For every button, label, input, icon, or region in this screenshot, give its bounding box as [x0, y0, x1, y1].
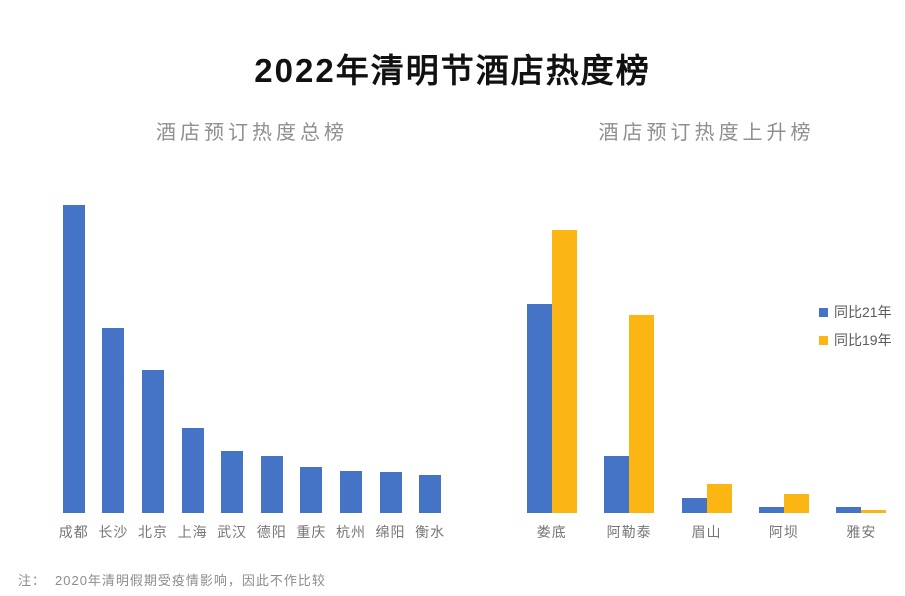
page-title: 2022年清明节酒店热度榜 [254, 52, 651, 89]
chart-total-ranking-plot [54, 205, 450, 513]
legend-swatch-icon [819, 307, 828, 317]
legend-item-同比19年: 同比19年 [819, 330, 892, 350]
chart-rising-ranking-title: 酒店预订热度上升榜 [598, 122, 815, 144]
bar-阿勒泰-同比19年 [629, 314, 655, 513]
bar-group-重庆 [292, 205, 332, 513]
bar-group-绵阳 [371, 205, 411, 513]
bar-雅安-同比21年 [836, 506, 862, 513]
chart-total-ranking-title: 酒店预订热度总榜 [156, 122, 348, 144]
bar-group-德阳 [252, 205, 292, 513]
x-axis-label-阿勒泰: 阿勒泰 [606, 524, 652, 540]
x-axis-label-雅安: 雅安 [846, 524, 877, 540]
legend-label: 同比21年 [834, 304, 892, 320]
bar-group-衡水 [410, 205, 450, 513]
bar-娄底-同比19年 [551, 230, 577, 513]
bar-长沙-酒店预订热度 [102, 328, 125, 513]
bar-上海-酒店预订热度 [181, 428, 204, 513]
bar-成都-酒店预订热度 [62, 205, 85, 513]
bar-group-长沙 [94, 205, 134, 513]
footnote: 注： 2020年清明假期受疫情影响，因此不作比较 [18, 570, 326, 589]
legend-swatch-icon [819, 335, 828, 345]
legend: 同比21年同比19年 [819, 302, 892, 350]
bar-武汉-酒店预订热度 [221, 451, 244, 513]
bar-group-眉山 [668, 230, 745, 513]
bar-group-北京 [133, 205, 173, 513]
bar-group-雅安 [823, 230, 900, 513]
x-axis-label-衡水: 衡水 [415, 524, 446, 540]
bar-group-杭州 [331, 205, 371, 513]
x-axis-label-上海: 上海 [177, 524, 208, 540]
bar-眉山-同比21年 [681, 498, 707, 513]
bar-group-娄底 [513, 230, 590, 513]
chart-rising-ranking-plot [513, 230, 900, 513]
x-axis-label-北京: 北京 [137, 524, 168, 540]
footnote-prefix: 注： [18, 573, 47, 588]
x-axis-label-重庆: 重庆 [296, 524, 327, 540]
bar-group-阿勒泰 [590, 230, 667, 513]
x-axis-label-成都: 成都 [58, 524, 89, 540]
x-axis-label-绵阳: 绵阳 [375, 524, 406, 540]
bar-德阳-酒店预订热度 [260, 456, 283, 513]
bar-杭州-酒店预订热度 [339, 471, 362, 513]
bar-衡水-酒店预订热度 [419, 475, 442, 513]
bar-娄底-同比21年 [526, 303, 552, 513]
legend-item-同比21年: 同比21年 [819, 302, 892, 322]
bar-group-武汉 [212, 205, 252, 513]
bar-group-成都 [54, 205, 94, 513]
legend-label: 同比19年 [834, 332, 892, 348]
bar-雅安-同比19年 [861, 509, 887, 513]
bar-阿勒泰-同比21年 [604, 456, 630, 513]
bar-北京-酒店预订热度 [141, 369, 164, 513]
bar-重庆-酒店预订热度 [300, 466, 323, 513]
x-axis-label-长沙: 长沙 [98, 524, 129, 540]
x-axis-label-眉山: 眉山 [691, 524, 722, 540]
chart-rising-ranking-x-axis: 娄底 阿勒泰 眉山 阿坝 雅安 [513, 522, 900, 542]
x-axis-label-德阳: 德阳 [256, 524, 287, 540]
bar-group-阿坝 [745, 230, 822, 513]
bar-绵阳-酒店预订热度 [379, 472, 402, 513]
x-axis-label-武汉: 武汉 [217, 524, 248, 540]
footnote-text: 2020年清明假期受疫情影响，因此不作比较 [55, 573, 326, 588]
bar-阿坝-同比21年 [758, 507, 784, 513]
bar-眉山-同比19年 [706, 484, 732, 513]
chart-total-ranking-x-axis: 成都 长沙 北京 上海 武汉 德阳 重庆 杭州 绵阳 衡水 [54, 522, 450, 542]
bar-阿坝-同比19年 [783, 494, 809, 513]
x-axis-label-娄底: 娄底 [536, 524, 567, 540]
x-axis-label-杭州: 杭州 [335, 524, 366, 540]
x-axis-label-阿坝: 阿坝 [768, 524, 799, 540]
bar-group-上海 [173, 205, 213, 513]
